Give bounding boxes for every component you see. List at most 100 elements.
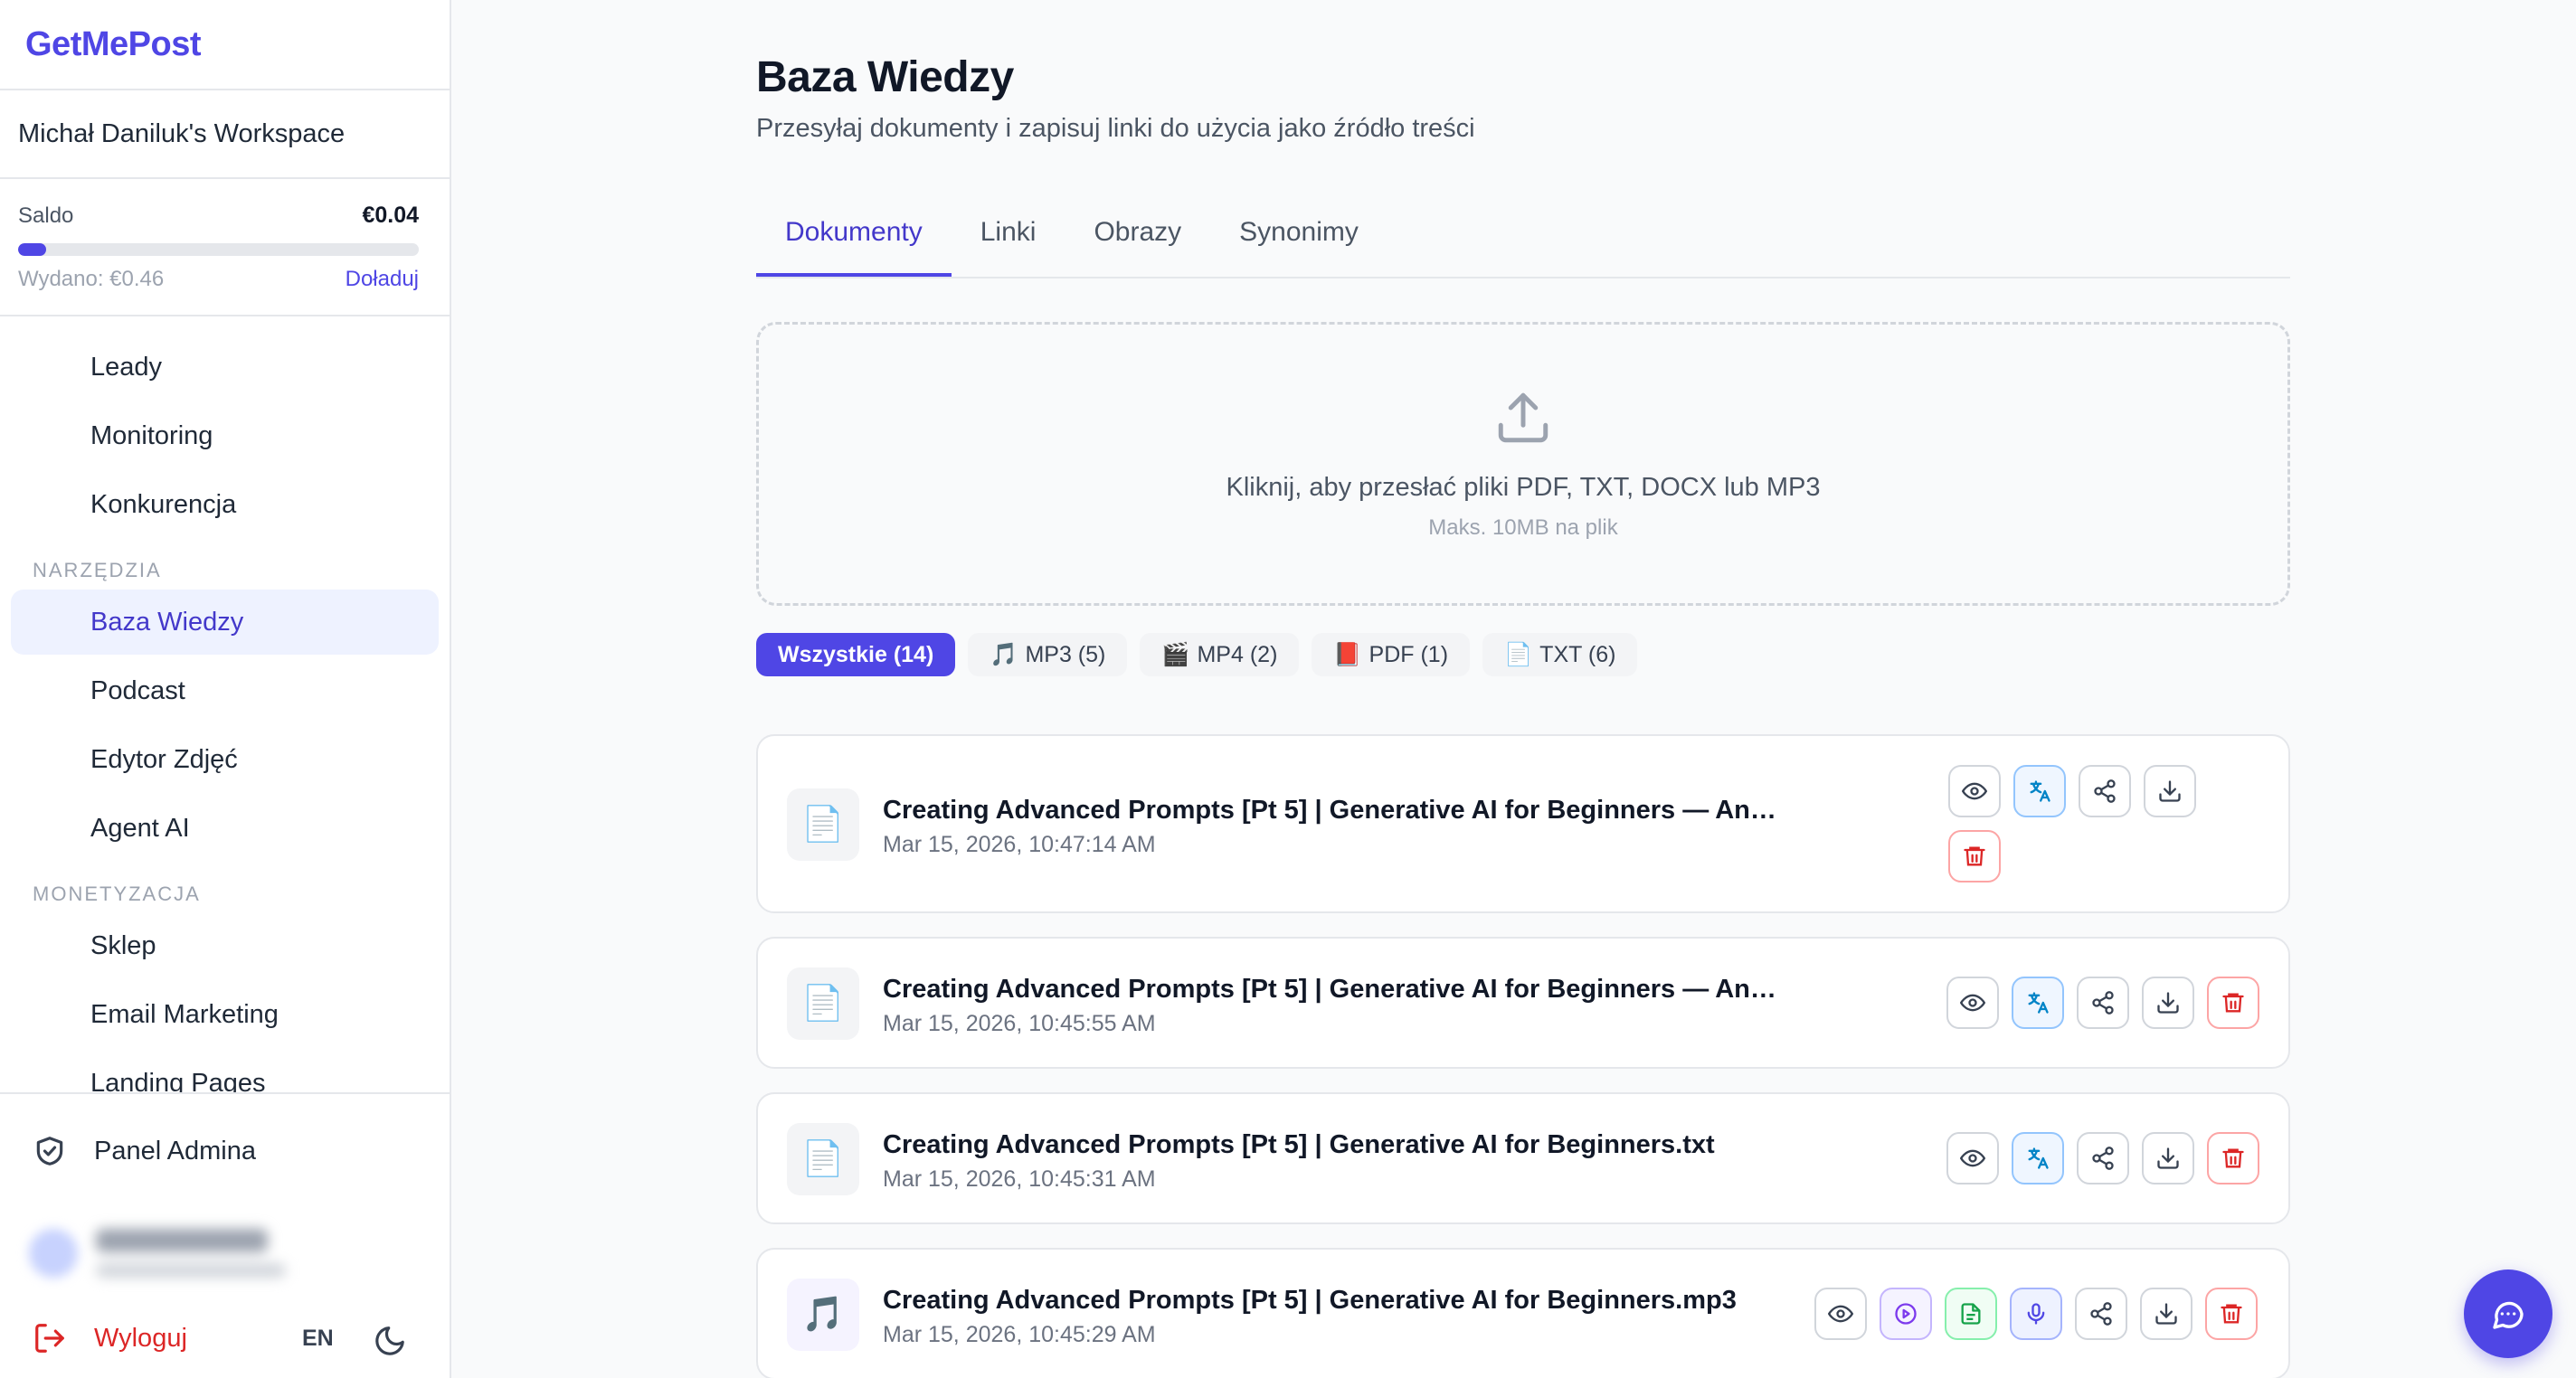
tab-links[interactable]: Linki	[980, 217, 1037, 247]
workspace-switcher[interactable]: Michał Daniluk's Workspace	[0, 90, 450, 179]
workspace-name: Michał Daniluk's Workspace	[18, 118, 346, 148]
filter-pdf[interactable]: 📕 PDF (1)	[1312, 633, 1471, 676]
sidebar-item-admin-panel[interactable]: Panel Admina	[0, 1094, 450, 1208]
sidebar-item-label: Email Marketing	[90, 999, 279, 1029]
file-name[interactable]: Creating Advanced Prompts [Pt 5] | Gener…	[883, 796, 1787, 825]
file-list: 📄 Creating Advanced Prompts [Pt 5] | Gen…	[756, 734, 2290, 1378]
tab-synonyms[interactable]: Synonimy	[1239, 217, 1359, 247]
play-button[interactable]	[1880, 1288, 1932, 1340]
file-name[interactable]: Creating Advanced Prompts [Pt 5] | Gener…	[883, 1130, 1715, 1159]
sidebar-item-podcast[interactable]: Podcast	[11, 658, 439, 723]
translate-button[interactable]	[2012, 977, 2064, 1029]
filter-mp3[interactable]: 🎵 MP3 (5)	[968, 633, 1128, 676]
balance-value: €0.04	[362, 203, 419, 228]
language-toggle[interactable]: EN	[302, 1325, 334, 1351]
play-circle-icon	[1895, 1303, 1917, 1325]
share-button[interactable]	[2075, 1288, 2127, 1340]
filter-all[interactable]: Wszystkie (14)	[756, 633, 956, 676]
file-date: Mar 15, 2026, 10:45:31 AM	[883, 1166, 1156, 1192]
chat-icon	[2493, 1301, 2524, 1329]
preview-button[interactable]	[1814, 1288, 1867, 1340]
upload-text: Kliknij, aby przesłać pliki PDF, TXT, DO…	[1226, 473, 1821, 502]
preview-button[interactable]	[1946, 1132, 1999, 1185]
preview-button[interactable]	[1948, 765, 2001, 817]
share-icon	[2092, 1147, 2114, 1170]
file-card[interactable]: 📄 Creating Advanced Prompts [Pt 5] | Gen…	[756, 1092, 2290, 1224]
delete-button[interactable]	[2207, 1132, 2259, 1185]
transcribe-button[interactable]	[2010, 1288, 2062, 1340]
brand[interactable]: GetMePost	[0, 0, 450, 90]
filter-label: PDF (1)	[1368, 641, 1449, 667]
eye-icon	[1960, 1149, 1985, 1167]
filter-txt[interactable]: 📄 TXT (6)	[1482, 633, 1638, 676]
sidebar-item-label: Podcast	[90, 675, 185, 705]
sidebar-item-agent-ai[interactable]: Agent AI	[11, 796, 439, 861]
share-button[interactable]	[2077, 977, 2129, 1029]
translate-icon	[2028, 1147, 2049, 1169]
trash-icon	[1964, 846, 1985, 866]
sidebar-item-label: Landing Pages	[90, 1068, 266, 1093]
document-icon: 📄	[1504, 641, 1533, 667]
share-button[interactable]	[2079, 765, 2131, 817]
share-button[interactable]	[2077, 1132, 2129, 1185]
chat-button[interactable]	[2464, 1269, 2552, 1358]
moon-icon[interactable]	[373, 1324, 407, 1358]
balance-panel: Saldo €0.04 Wydano: €0.46 Doładuj	[0, 179, 450, 316]
download-icon	[2155, 1303, 2177, 1325]
translate-button[interactable]	[2013, 765, 2066, 817]
delete-button[interactable]	[1948, 830, 2001, 882]
file-card[interactable]: 🎵 Creating Advanced Prompts [Pt 5] | Gen…	[756, 1248, 2290, 1378]
admin-label: Panel Admina	[94, 1136, 256, 1166]
balance-progress-fill	[18, 243, 46, 256]
sidebar-item-email-marketing[interactable]: Email Marketing	[11, 982, 439, 1047]
tab-documents[interactable]: Dokumenty	[756, 203, 952, 277]
sidebar-item-leady[interactable]: Leady	[11, 335, 439, 400]
file-type-icon: 📄	[787, 788, 859, 861]
download-button[interactable]	[2142, 1132, 2194, 1185]
preview-button[interactable]	[1946, 977, 1999, 1029]
sidebar-item-sklep[interactable]: Sklep	[11, 913, 439, 978]
delete-button[interactable]	[2205, 1288, 2258, 1340]
sidebar-item-konkurencja[interactable]: Konkurencja	[11, 472, 439, 537]
logout-button[interactable]: Wyloguj	[94, 1323, 187, 1353]
filter-label: Wszystkie (14)	[778, 641, 934, 667]
section-tools: NARZĘDZIA	[33, 559, 162, 581]
download-button[interactable]	[2140, 1288, 2192, 1340]
file-name[interactable]: Creating Advanced Prompts [Pt 5] | Gener…	[883, 1286, 1737, 1315]
logout-icon[interactable]	[33, 1321, 67, 1355]
download-button[interactable]	[2144, 765, 2196, 817]
page-title: Baza Wiedzy	[756, 53, 1014, 101]
delete-button[interactable]	[2207, 977, 2259, 1029]
transcript-button[interactable]	[1945, 1288, 1997, 1340]
sidebar-item-label: Konkurencja	[90, 489, 237, 519]
music-note-icon: 🎵	[990, 641, 1018, 667]
file-type-icon: 🎵	[787, 1279, 859, 1351]
download-button[interactable]	[2142, 977, 2194, 1029]
topup-link[interactable]: Doładuj	[345, 267, 419, 291]
eye-icon	[1960, 994, 1985, 1012]
file-name[interactable]: Creating Advanced Prompts [Pt 5] | Gener…	[883, 975, 1787, 1004]
trash-icon	[2222, 1148, 2244, 1168]
sidebar-item-label: Sklep	[90, 930, 156, 960]
filter-mp4[interactable]: 🎬 MP4 (2)	[1140, 633, 1300, 676]
file-card[interactable]: 📄 Creating Advanced Prompts [Pt 5] | Gen…	[756, 937, 2290, 1069]
sidebar-item-baza-wiedzy[interactable]: Baza Wiedzy	[11, 590, 439, 655]
translate-icon	[2030, 780, 2050, 802]
upload-hint: Maks. 10MB na plik	[1428, 515, 1618, 540]
file-card[interactable]: 📄 Creating Advanced Prompts [Pt 5] | Gen…	[756, 734, 2290, 913]
avatar	[29, 1229, 78, 1278]
download-icon	[2157, 1147, 2179, 1169]
file-text-icon	[1961, 1303, 1981, 1325]
sidebar-item-monitoring[interactable]: Monitoring	[11, 403, 439, 468]
user-profile[interactable]	[0, 1208, 450, 1298]
balance-label: Saldo	[18, 203, 74, 228]
shield-icon	[36, 1137, 63, 1166]
upload-dropzone[interactable]: Kliknij, aby przesłać pliki PDF, TXT, DO…	[756, 322, 2290, 606]
sidebar-item-edytor-zdjec[interactable]: Edytor Zdjęć	[11, 727, 439, 792]
eye-icon	[1962, 782, 1987, 800]
tab-images[interactable]: Obrazy	[1094, 217, 1182, 247]
sidebar-item-landing-pages[interactable]: Landing Pages	[11, 1051, 439, 1093]
translate-button[interactable]	[2012, 1132, 2064, 1185]
sidebar-item-label: Leady	[90, 352, 163, 382]
balance-spent: Wydano: €0.46	[18, 267, 165, 291]
